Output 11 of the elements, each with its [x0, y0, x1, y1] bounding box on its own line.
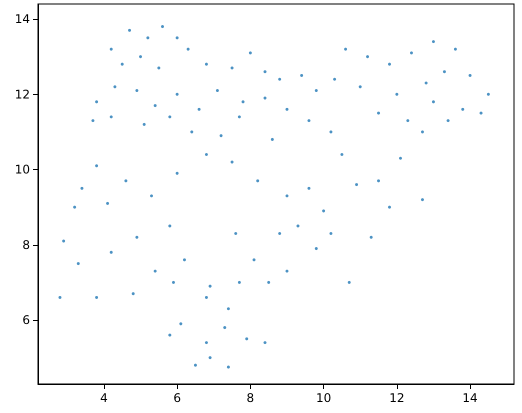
- y-tick-label: 12: [14, 87, 30, 102]
- x-tick-label: 8: [246, 391, 254, 405]
- x-tick-label: 6: [173, 391, 181, 405]
- y-tick-label: 10: [14, 162, 30, 177]
- y-tick-label: 14: [14, 12, 30, 26]
- x-tick-label: 12: [389, 391, 404, 405]
- x-tick-label: 4: [100, 391, 108, 405]
- y-tick-label: 6: [22, 313, 30, 328]
- x-tick-label: 10: [316, 391, 332, 405]
- y-tick-label: 8: [22, 238, 30, 252]
- x-tick-label: 14: [462, 391, 478, 405]
